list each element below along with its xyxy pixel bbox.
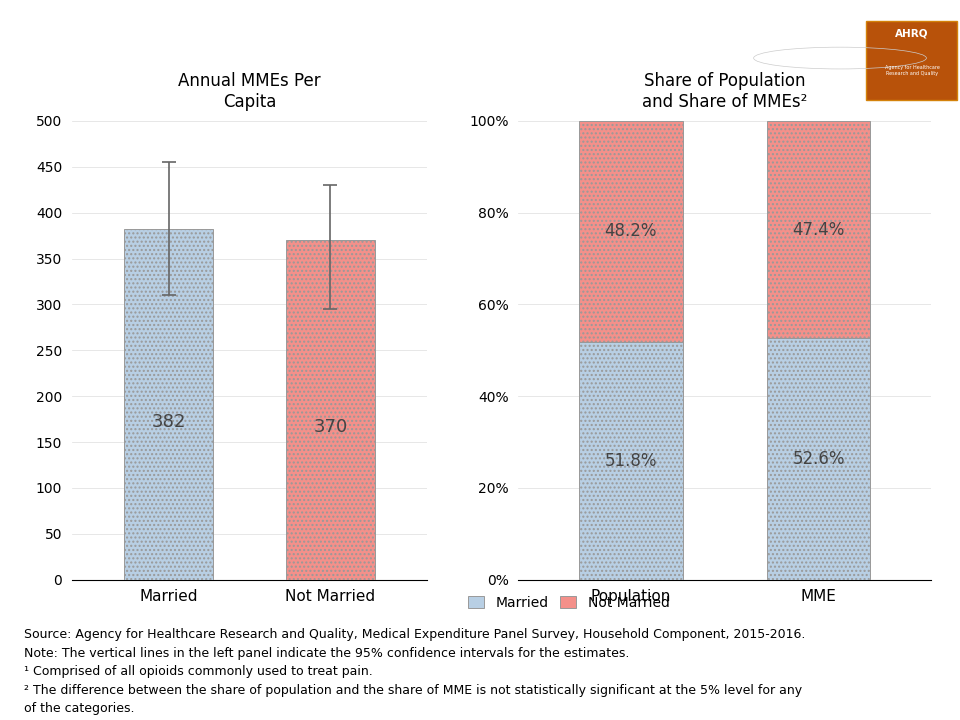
Title: Annual MMEs Per
Capita: Annual MMEs Per Capita [179,72,321,111]
Circle shape [754,48,926,69]
Bar [580,342,683,580]
Text: 382: 382 [152,413,186,431]
Text: 52.6%: 52.6% [792,450,845,468]
Bar [767,338,870,580]
Text: 370: 370 [313,418,348,436]
Text: 47.4%: 47.4% [792,220,845,238]
Text: Agency for Healthcare
Research and Quality: Agency for Healthcare Research and Quali… [884,65,940,76]
Title: Share of Population
and Share of MMEs²: Share of Population and Share of MMEs² [642,72,807,111]
Text: 48.2%: 48.2% [605,222,658,240]
Bar [286,240,374,580]
Legend: Married, Not Married: Married, Not Married [468,596,669,610]
Text: AHRQ: AHRQ [896,29,928,39]
Text: Source: Agency for Healthcare Research and Quality, Medical Expenditure Panel Su: Source: Agency for Healthcare Research a… [24,629,805,715]
Bar [125,229,213,580]
Text: Figure 4a: Annual Morphine Milligram Equivalents (MMEs) of outpatient prescripti: Figure 4a: Annual Morphine Milligram Equ… [43,32,782,89]
FancyBboxPatch shape [866,21,957,100]
Text: 51.8%: 51.8% [605,452,658,470]
Bar [580,121,683,342]
Bar [767,121,870,338]
